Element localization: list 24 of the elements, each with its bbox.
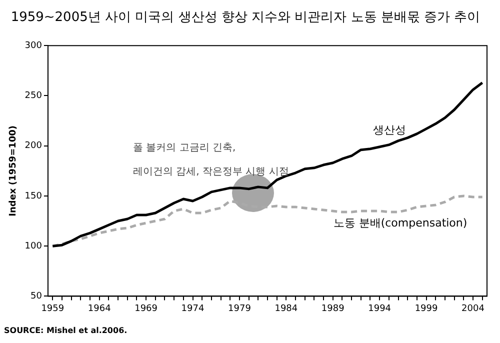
x-tick-label: 1999 — [414, 304, 438, 314]
y-tick-label: 300 — [24, 40, 42, 51]
annotation: 폴 볼커의 고금리 긴축, — [133, 142, 236, 154]
source-note: SOURCE: Mishel et al.2006. — [4, 326, 128, 336]
y-tick-label: 100 — [24, 241, 42, 252]
series-label: 노동 분배(compensation) — [333, 216, 468, 230]
y-tick-label: 200 — [24, 141, 42, 152]
x-tick-label: 1974 — [181, 304, 204, 314]
x-tick-label: 1964 — [88, 304, 112, 314]
x-tick-label: 1994 — [368, 304, 392, 314]
y-tick-label: 50 — [30, 292, 42, 302]
y-tick-label: 150 — [24, 191, 42, 202]
chart-title: 1959~2005년 사이 미국의 생산성 향상 지수와 비관리자 노동 분배몫 증가 추이 — [10, 10, 480, 26]
line-series — [51, 194, 484, 248]
y-axis-title: Index (1959=100) — [8, 125, 19, 216]
x-tick-label: 1989 — [321, 304, 345, 314]
x-tick-label: 1959 — [41, 304, 64, 314]
x-tick-label: 1984 — [274, 304, 298, 314]
x-tick-label: 1979 — [228, 304, 252, 314]
y-tick-label: 250 — [24, 91, 42, 102]
x-tick-label: 2004 — [462, 304, 485, 314]
series-label: 생산성 — [372, 124, 406, 137]
annotation: 레이건의 감세, 작은정부 시행 시점 — [133, 166, 289, 178]
x-tick-label: 1969 — [134, 304, 158, 314]
